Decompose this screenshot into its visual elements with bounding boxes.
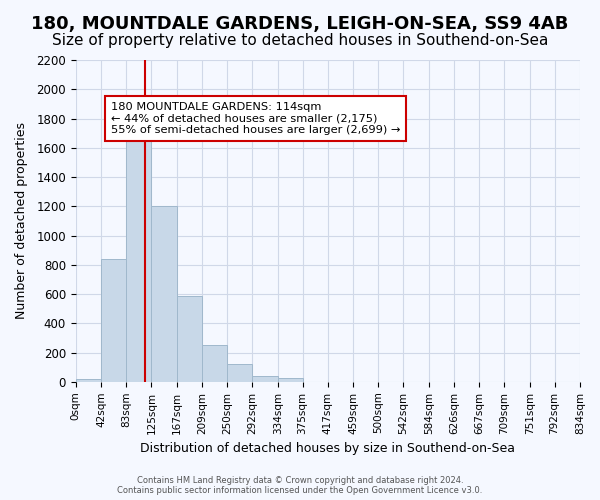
Text: Contains HM Land Registry data © Crown copyright and database right 2024.
Contai: Contains HM Land Registry data © Crown c…: [118, 476, 482, 495]
Bar: [151, 206, 177, 382]
Bar: [177, 296, 202, 382]
Y-axis label: Number of detached properties: Number of detached properties: [15, 122, 28, 320]
Bar: [76, 379, 101, 382]
Bar: [278, 378, 302, 382]
X-axis label: Distribution of detached houses by size in Southend-on-Sea: Distribution of detached houses by size …: [140, 442, 515, 455]
Bar: [227, 364, 253, 382]
Bar: [126, 118, 151, 382]
Text: 180 MOUNTDALE GARDENS: 114sqm
← 44% of detached houses are smaller (2,175)
55% o: 180 MOUNTDALE GARDENS: 114sqm ← 44% of d…: [111, 102, 400, 135]
Text: 180, MOUNTDALE GARDENS, LEIGH-ON-SEA, SS9 4AB: 180, MOUNTDALE GARDENS, LEIGH-ON-SEA, SS…: [31, 15, 569, 33]
Bar: [253, 376, 278, 382]
Text: Size of property relative to detached houses in Southend-on-Sea: Size of property relative to detached ho…: [52, 32, 548, 48]
Bar: [101, 259, 126, 382]
Bar: [202, 345, 227, 382]
